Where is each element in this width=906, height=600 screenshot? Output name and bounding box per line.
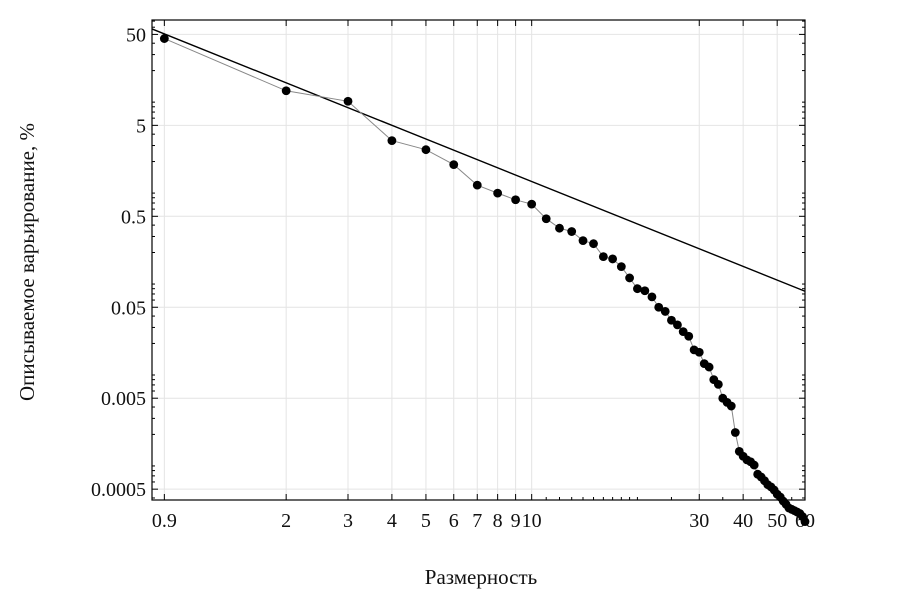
data-point: [541, 214, 551, 224]
data-point: [749, 460, 759, 470]
data-point: [726, 401, 736, 411]
data-point: [704, 362, 714, 372]
y-tick-label: 0.5: [121, 206, 146, 228]
x-axis-title: Размерность: [425, 565, 537, 589]
x-tick-label: 50: [767, 510, 787, 532]
x-tick-label: 40: [733, 510, 753, 532]
y-axis-title: Описываемое варьирование, %: [15, 123, 39, 401]
data-point: [159, 34, 169, 43]
plot-area: [151, 19, 806, 501]
data-point: [633, 284, 642, 294]
data-point: [472, 180, 482, 190]
x-tick-label: 3: [343, 510, 353, 532]
data-point: [694, 347, 704, 357]
x-tick-label: 10: [522, 510, 542, 532]
data-point: [343, 96, 353, 106]
data-point: [511, 195, 521, 205]
data-point: [647, 292, 657, 302]
data-point: [673, 320, 682, 330]
data-point: [281, 86, 291, 96]
y-tick-label: 5: [136, 115, 146, 137]
data-point: [555, 223, 564, 233]
x-tick-label: 4: [387, 510, 397, 532]
data-point: [387, 136, 397, 145]
series-connector-line: [164, 38, 806, 522]
x-tick-label: 6: [449, 510, 459, 532]
x-tick-label: 9: [511, 510, 521, 532]
data-point: [493, 188, 503, 198]
axis-ticks: [152, 20, 806, 500]
x-tick-label: 8: [493, 510, 503, 532]
grid: [152, 20, 806, 500]
x-tick-labels: 0.9234567891030405060: [152, 510, 815, 532]
data-point: [578, 236, 588, 246]
data-point: [660, 307, 670, 316]
data-point: [654, 302, 664, 312]
data-point: [608, 254, 618, 264]
data-point: [684, 331, 694, 341]
y-tick-label: 0.05: [111, 297, 146, 319]
x-tick-label: 5: [421, 510, 431, 532]
x-tick-label: 0.9: [152, 510, 177, 532]
series-points: [159, 34, 810, 526]
data-point: [527, 199, 537, 209]
data-point: [800, 517, 810, 526]
data-point: [625, 273, 634, 283]
data-point: [421, 145, 431, 155]
y-tick-labels: 50 5 0.5 0.05 0.005 0.0005: [91, 24, 146, 501]
y-tick-label: 0.005: [101, 388, 146, 410]
y-tick-label: 50: [126, 24, 146, 46]
data-point: [616, 262, 626, 271]
x-tick-label: 30: [689, 510, 709, 532]
data-point: [589, 239, 598, 249]
fit-line: [151, 28, 806, 292]
x-tick-label: 2: [281, 510, 291, 532]
data-point: [667, 315, 676, 325]
data-point: [567, 227, 577, 236]
data-point: [640, 286, 650, 296]
y-tick-label: 0.0005: [91, 479, 146, 501]
x-tick-label: 7: [472, 510, 482, 532]
data-point: [598, 252, 608, 262]
data-point: [730, 428, 740, 437]
data-point: [713, 379, 723, 389]
data-point: [449, 160, 459, 170]
